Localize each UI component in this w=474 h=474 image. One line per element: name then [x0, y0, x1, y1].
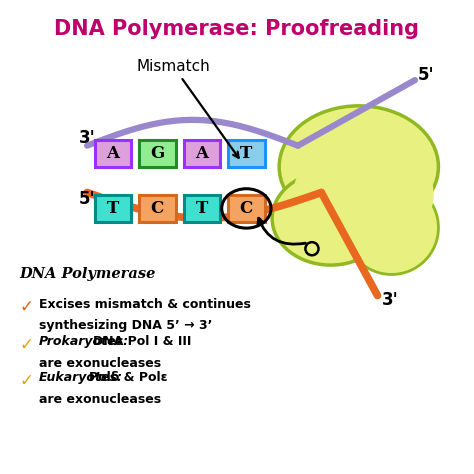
- Text: 3': 3': [79, 129, 95, 147]
- Text: T: T: [196, 200, 208, 217]
- Bar: [139, 139, 176, 167]
- Text: 5': 5': [79, 190, 95, 208]
- Text: G: G: [150, 145, 164, 162]
- Text: Eukaryotes:: Eukaryotes:: [39, 372, 123, 384]
- Text: are exonucleases: are exonucleases: [39, 393, 161, 406]
- Text: DNA Pol I & III: DNA Pol I & III: [93, 336, 191, 348]
- Text: ✓: ✓: [19, 298, 33, 316]
- Text: 3': 3': [382, 291, 399, 309]
- Text: Polδ & Polε: Polδ & Polε: [89, 372, 167, 384]
- Text: C: C: [240, 200, 253, 217]
- Bar: [228, 195, 264, 222]
- Bar: [183, 139, 220, 167]
- Text: DNA Polymerase: Proofreading: DNA Polymerase: Proofreading: [55, 19, 419, 39]
- Ellipse shape: [293, 138, 434, 251]
- Text: Excises mismatch & continues: Excises mismatch & continues: [39, 298, 251, 311]
- Text: Mismatch: Mismatch: [137, 59, 210, 73]
- Text: are exonucleases: are exonucleases: [39, 357, 161, 370]
- Text: ✓: ✓: [19, 336, 33, 354]
- Bar: [139, 195, 176, 222]
- Text: C: C: [151, 200, 164, 217]
- Ellipse shape: [279, 106, 438, 228]
- Text: ✓: ✓: [19, 372, 33, 390]
- Text: 5': 5': [417, 66, 434, 84]
- Bar: [228, 139, 264, 167]
- Text: T: T: [240, 145, 253, 162]
- Ellipse shape: [345, 181, 438, 274]
- Text: synthesizing DNA 5’ → 3’: synthesizing DNA 5’ → 3’: [39, 319, 212, 332]
- Bar: [183, 195, 220, 222]
- Text: Prokaryotes:: Prokaryotes:: [39, 336, 129, 348]
- Text: A: A: [195, 145, 209, 162]
- Text: T: T: [107, 200, 119, 217]
- Bar: [95, 195, 131, 222]
- Text: DNA Polymerase: DNA Polymerase: [19, 267, 155, 282]
- Ellipse shape: [272, 172, 389, 265]
- Bar: [95, 139, 131, 167]
- Text: A: A: [106, 145, 119, 162]
